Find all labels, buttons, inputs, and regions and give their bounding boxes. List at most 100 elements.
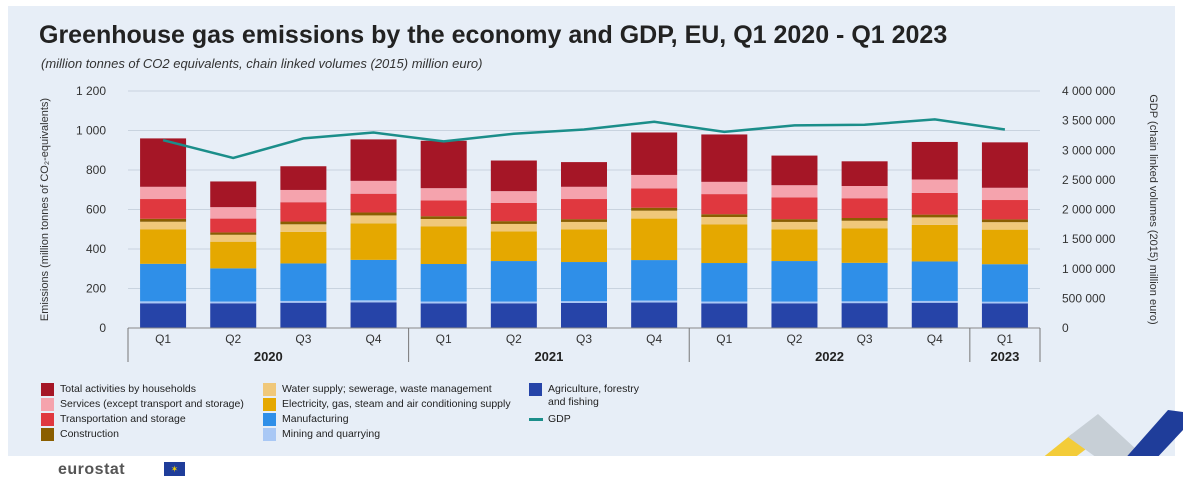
bar-segment bbox=[561, 186, 607, 200]
bar-segment bbox=[841, 198, 888, 218]
legend-label: Mining and quarrying bbox=[282, 428, 381, 440]
bar-segment bbox=[350, 259, 397, 301]
x-tick-label: Q3 bbox=[576, 332, 592, 346]
bar-segment bbox=[771, 197, 818, 220]
legend-item-construction: Construction bbox=[41, 428, 119, 441]
bar-segment bbox=[701, 263, 748, 302]
y-tick-label: 200 bbox=[86, 282, 106, 296]
x-tick-label: Q1 bbox=[997, 332, 1013, 346]
bar-segment bbox=[490, 301, 537, 304]
x-tick-label: Q1 bbox=[436, 332, 452, 346]
bar-segment bbox=[210, 241, 257, 269]
bar-segment bbox=[210, 268, 257, 302]
legend-label: Transportation and storage bbox=[60, 413, 186, 425]
bar-segment bbox=[841, 301, 888, 304]
y2-tick-label: 500 000 bbox=[1062, 291, 1106, 305]
x-tick-label: Q1 bbox=[155, 332, 171, 346]
bar-segment bbox=[911, 300, 958, 303]
bar-segment bbox=[210, 303, 257, 328]
bar-segment bbox=[490, 221, 537, 224]
bar-segment bbox=[490, 223, 537, 232]
bar-segment bbox=[140, 221, 187, 230]
y2-tick-label: 3 500 000 bbox=[1062, 114, 1116, 128]
bar-segment bbox=[631, 260, 678, 301]
legend-label: Total activities by households bbox=[60, 383, 196, 395]
chart-subtitle: (million tonnes of CO2 equivalents, chai… bbox=[41, 56, 483, 71]
gdp-line bbox=[162, 118, 1006, 160]
y-tick-label: 400 bbox=[86, 242, 106, 256]
bar-segment bbox=[701, 217, 748, 225]
bar-segment bbox=[841, 262, 888, 302]
legend-label: Manufacturing bbox=[282, 413, 349, 425]
bar-segment bbox=[561, 221, 607, 230]
bar-segment bbox=[701, 301, 748, 304]
x-tick-label: Q2 bbox=[786, 332, 802, 346]
bar-segment bbox=[561, 262, 607, 302]
bar-segment bbox=[911, 302, 958, 328]
bar-segment bbox=[350, 212, 397, 216]
year-label: 2021 bbox=[534, 349, 563, 364]
legend-label: Agriculture, forestry and fishing bbox=[548, 383, 640, 408]
bar-segment bbox=[420, 226, 467, 265]
bar-segment bbox=[841, 217, 888, 221]
bar-segment bbox=[911, 261, 958, 301]
bar-segment bbox=[561, 219, 607, 222]
bar-segment bbox=[140, 199, 187, 219]
legend-label: GDP bbox=[548, 413, 571, 425]
bar-segment bbox=[280, 224, 327, 232]
legend-item-mining: Mining and quarrying bbox=[263, 428, 380, 441]
bar-segment bbox=[280, 221, 327, 225]
x-tick-label: Q3 bbox=[295, 332, 311, 346]
bar-segment bbox=[350, 215, 397, 224]
y-tick-label: 800 bbox=[86, 163, 106, 177]
bar-segment bbox=[981, 229, 1028, 265]
bar-segment bbox=[841, 303, 888, 328]
bar-segment bbox=[701, 194, 748, 215]
bar-segment bbox=[140, 303, 187, 328]
x-tick-label: Q4 bbox=[927, 332, 943, 346]
bar-segment bbox=[631, 218, 678, 261]
bar-segment bbox=[561, 302, 607, 328]
x-tick-label: Q1 bbox=[716, 332, 732, 346]
bar-segment bbox=[420, 301, 467, 304]
legend-label: Water supply; sewerage, waste management bbox=[282, 383, 492, 395]
bar-segment bbox=[490, 191, 537, 203]
bar-segment bbox=[771, 229, 818, 262]
bar-segment bbox=[280, 189, 327, 203]
year-label: 2022 bbox=[815, 349, 844, 364]
bar-segment bbox=[210, 218, 257, 233]
bar-segment bbox=[841, 228, 888, 263]
bar-segment bbox=[561, 301, 607, 303]
y2-tick-label: 1 000 000 bbox=[1062, 262, 1116, 276]
chart-title: Greenhouse gas emissions by the economy … bbox=[39, 21, 948, 49]
bar-segment bbox=[280, 300, 327, 303]
bar-segment bbox=[981, 200, 1028, 220]
bar-segment bbox=[981, 303, 1028, 328]
bar-segment bbox=[981, 187, 1028, 201]
bar-segment bbox=[701, 134, 748, 182]
bar-segment bbox=[280, 263, 327, 301]
y2-tick-label: 3 000 000 bbox=[1062, 143, 1116, 157]
bar-segment bbox=[631, 302, 678, 328]
bar-segment bbox=[210, 207, 257, 219]
bar-segment bbox=[981, 264, 1028, 302]
bar-segment bbox=[140, 263, 187, 302]
bar-segment bbox=[280, 302, 327, 328]
y2-tick-label: 4 000 000 bbox=[1062, 84, 1116, 98]
legend-swatch bbox=[41, 428, 54, 441]
bar-segment bbox=[210, 232, 257, 235]
y2-tick-label: 2 000 000 bbox=[1062, 203, 1116, 217]
x-tick-label: Q2 bbox=[225, 332, 241, 346]
bar-segment bbox=[420, 216, 467, 219]
legend-label: Construction bbox=[60, 428, 119, 440]
bar-segment bbox=[701, 214, 748, 218]
bar-segment bbox=[350, 193, 397, 213]
bar-segment bbox=[420, 218, 467, 227]
bar-segment bbox=[701, 224, 748, 264]
eurostat-logo: eurostat bbox=[58, 461, 126, 478]
legend-item-agriculture: Agriculture, forestry and fishing bbox=[529, 383, 649, 409]
bar-segment bbox=[771, 303, 818, 328]
bar-segment bbox=[631, 210, 678, 219]
bar-segment bbox=[911, 141, 958, 180]
bar-segment bbox=[911, 179, 958, 193]
